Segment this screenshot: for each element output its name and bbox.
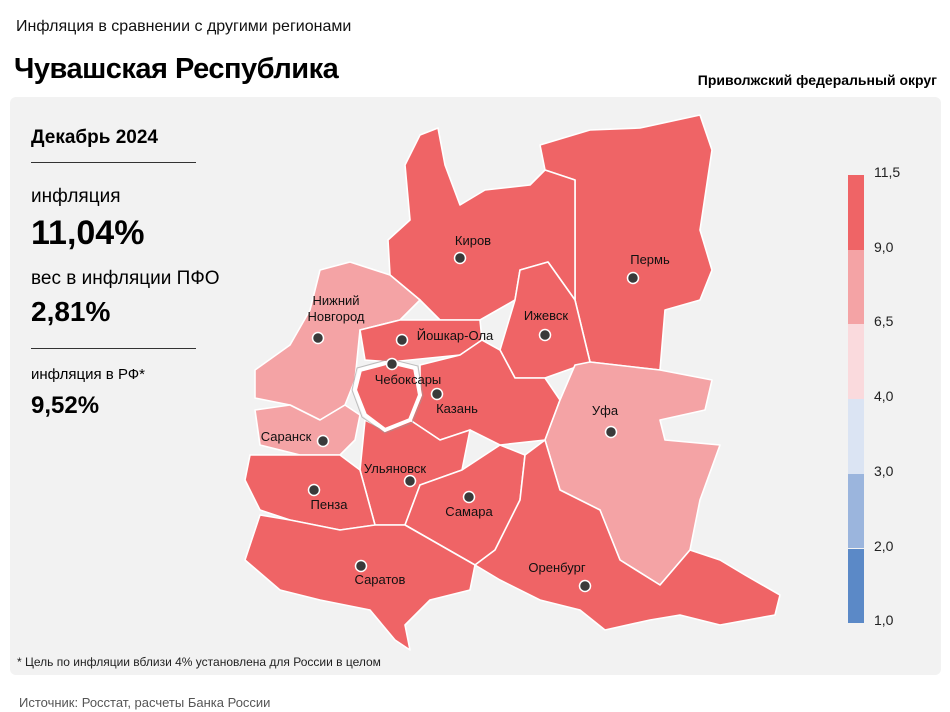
legend-tick-label: 6,5 [874, 313, 894, 330]
region-orenburg [474, 439, 781, 631]
city-marker: Саранск [261, 429, 330, 448]
weight-label: вес в инфляции ПФО [31, 268, 220, 289]
city-marker: Чебоксары [375, 357, 442, 387]
city-label: Новгород [308, 309, 365, 324]
region-mordovia [254, 404, 361, 456]
city-label: Чебоксары [375, 372, 442, 387]
city-label: Ульяновск [364, 461, 426, 476]
divider-bottom [31, 348, 196, 349]
legend-tick-label: 4,0 [874, 388, 894, 405]
city-label: Саратов [355, 572, 406, 587]
city-dot [626, 271, 640, 285]
city-dot [604, 425, 618, 439]
city-marker: Киров [453, 233, 491, 265]
rf-inflation-value: 9,52% [31, 392, 100, 419]
chuvashia-shadow-outline [351, 358, 424, 434]
footnote: * Цель по инфляции вблизи 4% установлена… [17, 655, 381, 669]
chuvashia-highlight-outline [352, 359, 423, 433]
city-label: Ижевск [524, 308, 569, 323]
city-label: Саранск [261, 429, 312, 444]
legend-swatch [848, 399, 864, 474]
city-label: Йошкар-Ола [417, 328, 494, 343]
city-label: Самара [445, 504, 493, 519]
source-note: Источник: Росстат, расчеты Банка России [19, 695, 271, 710]
city-marker: Пенза [307, 483, 349, 512]
legend-swatch [848, 548, 864, 624]
city-marker: Ульяновск [364, 461, 426, 488]
city-dot [578, 579, 592, 593]
city-label: Пермь [630, 252, 670, 267]
city-dot [316, 434, 330, 448]
inflation-label: инфляция [31, 186, 121, 207]
legend-swatch [848, 175, 864, 250]
city-dot [385, 357, 399, 371]
legend-swatch [848, 324, 864, 400]
divider-top [31, 162, 196, 163]
city-marker: Казань [430, 387, 478, 416]
legend-tick-label: 9,0 [874, 238, 894, 255]
city-label: Нижний [312, 293, 359, 308]
city-dot [311, 331, 325, 345]
city-dot [453, 251, 467, 265]
city-marker: Оренбург [528, 560, 592, 593]
rf-inflation-label: инфляция в РФ* [31, 366, 146, 383]
city-label: Уфа [592, 403, 619, 418]
city-marker: Пермь [626, 252, 670, 285]
region-title: Чувашская Республика [14, 53, 339, 85]
city-dot [307, 483, 321, 497]
legend-swatch [848, 249, 864, 325]
city-dot [354, 559, 368, 573]
city-marker: Йошкар-Ола [395, 328, 494, 347]
city-dot [538, 328, 552, 342]
city-label: Киров [455, 233, 491, 248]
city-dot [403, 474, 417, 488]
city-marker: Уфа [592, 403, 619, 439]
legend-tick-label: 11,5 [874, 164, 901, 180]
stats-period-block: Декабрь 2024 [31, 127, 158, 149]
kicker-title: Инфляция в сравнении с другими регионами [16, 18, 352, 35]
legend-tick-label: 1,0 [874, 612, 894, 629]
legend-tick-label: 2,0 [874, 537, 894, 554]
legend-swatch [848, 473, 864, 549]
period-label: Декабрь 2024 [31, 127, 158, 148]
weight-value: 2,81% [31, 296, 111, 327]
inflation-value: 11,04% [31, 214, 145, 252]
city-label: Оренбург [528, 560, 585, 575]
city-dot [430, 387, 444, 401]
city-marker: Ижевск [524, 308, 569, 342]
city-dot [462, 490, 476, 504]
city-marker: Саратов [354, 559, 406, 587]
legend-tick-label: 3,0 [874, 462, 894, 479]
city-label: Казань [436, 401, 478, 416]
district-label: Приволжский федеральный округ [697, 72, 937, 88]
city-label: Пенза [311, 497, 349, 512]
city-dot [395, 333, 409, 347]
city-marker: Самара [445, 490, 493, 519]
region-saratov [244, 514, 476, 651]
